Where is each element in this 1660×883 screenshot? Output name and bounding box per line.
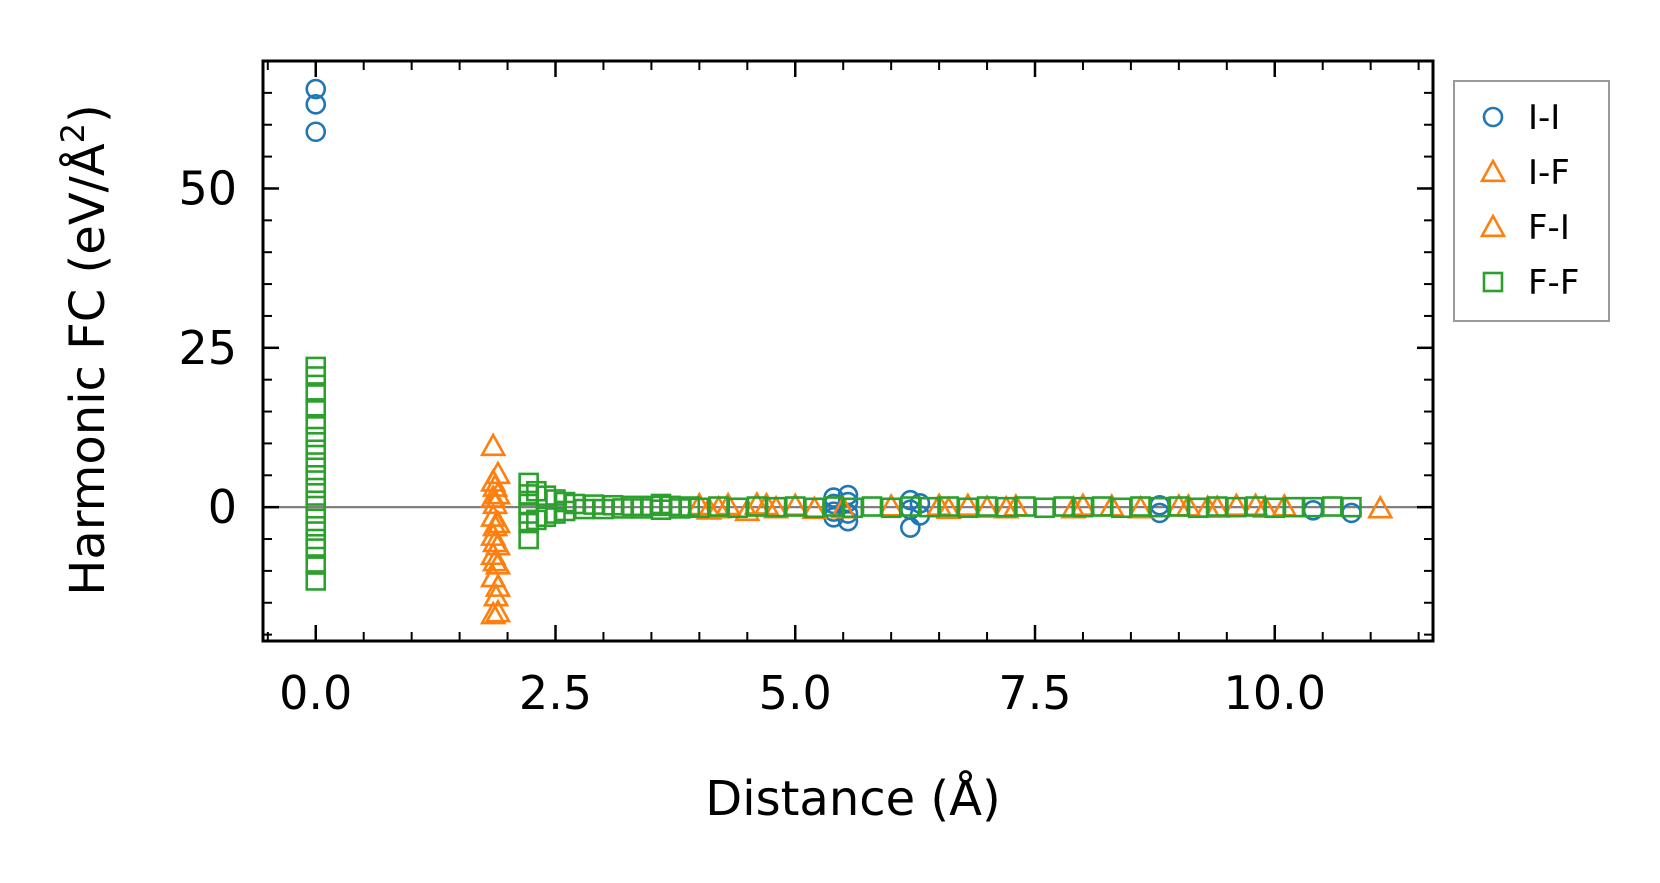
data-point	[705, 494, 732, 519]
data-point	[900, 517, 921, 538]
data-point	[479, 600, 507, 625]
plot-frame	[261, 59, 1435, 643]
legend-entry: F-I	[1479, 208, 1570, 248]
data-point	[305, 538, 327, 559]
data-point	[484, 598, 512, 623]
data-point	[305, 426, 327, 448]
legend-frame	[1453, 80, 1610, 322]
axes-layer	[261, 59, 1435, 643]
legend: I-I I-F F-I F-F	[1453, 80, 1610, 322]
legend-entry: I-I	[1482, 98, 1560, 138]
legend-label: I-I	[1528, 98, 1560, 138]
y-tick-label: 0	[208, 480, 237, 534]
ticks-layer: 0.0 2.5 5.0 7.5 10.0 0 25 50	[178, 60, 1433, 720]
data-point	[305, 554, 327, 575]
data-point	[305, 464, 327, 486]
data-point	[305, 94, 327, 115]
legend-marker	[1482, 106, 1504, 128]
data-point	[484, 573, 512, 597]
data-point	[305, 570, 327, 591]
data-point	[305, 398, 327, 419]
x-tick-label: 5.0	[759, 666, 832, 720]
data-point	[305, 366, 327, 387]
legend-marker	[1479, 158, 1507, 183]
data-point	[305, 121, 327, 143]
data-point	[479, 432, 507, 457]
series-I-I	[305, 78, 1362, 538]
y-axis-title-close: )	[60, 104, 116, 123]
x-tick-label: 10.0	[1224, 666, 1326, 720]
x-tick-label: 0.0	[279, 666, 352, 720]
data-point	[305, 413, 327, 435]
data-point	[305, 78, 327, 100]
legend-entry: F-F	[1482, 263, 1579, 303]
data-point	[1127, 494, 1154, 519]
x-tick-label: 7.5	[998, 666, 1071, 720]
legend-label: F-F	[1528, 263, 1579, 303]
data-point	[954, 492, 982, 516]
data-point	[305, 503, 327, 524]
legend-entry: I-F	[1479, 153, 1570, 193]
data-marks-layer	[305, 78, 1394, 625]
data-point	[305, 490, 327, 512]
y-axis-title-main: Harmonic FC (eV/Å	[59, 143, 116, 596]
data-point	[305, 477, 327, 499]
data-point	[1069, 492, 1097, 516]
y-axis-title-superscript: 2	[54, 123, 92, 143]
data-point	[305, 382, 327, 403]
data-point	[481, 512, 509, 537]
data-point	[734, 497, 761, 522]
series-I-F	[479, 432, 1279, 625]
x-axis-title: Distance (Å)	[705, 770, 1000, 827]
data-point	[1223, 492, 1250, 516]
data-point	[305, 515, 327, 537]
x-tick-label: 2.5	[519, 666, 592, 720]
data-point	[1367, 494, 1394, 519]
legend-label: I-F	[1528, 153, 1570, 193]
data-point	[935, 495, 962, 520]
y-axis-title: Harmonic FC (eV/Å2)	[54, 104, 116, 596]
series-F-F	[305, 356, 1362, 591]
data-point	[305, 439, 327, 461]
y-tick-label: 25	[178, 321, 237, 375]
legend-label: F-I	[1528, 208, 1570, 248]
legend-marker	[1482, 271, 1504, 293]
data-point	[837, 510, 859, 532]
data-point	[482, 582, 510, 607]
data-point	[481, 547, 509, 572]
y-tick-label: 50	[178, 161, 237, 215]
data-point	[305, 452, 327, 473]
legend-marker	[1479, 213, 1507, 238]
data-point	[877, 492, 905, 517]
data-point	[1341, 496, 1362, 518]
